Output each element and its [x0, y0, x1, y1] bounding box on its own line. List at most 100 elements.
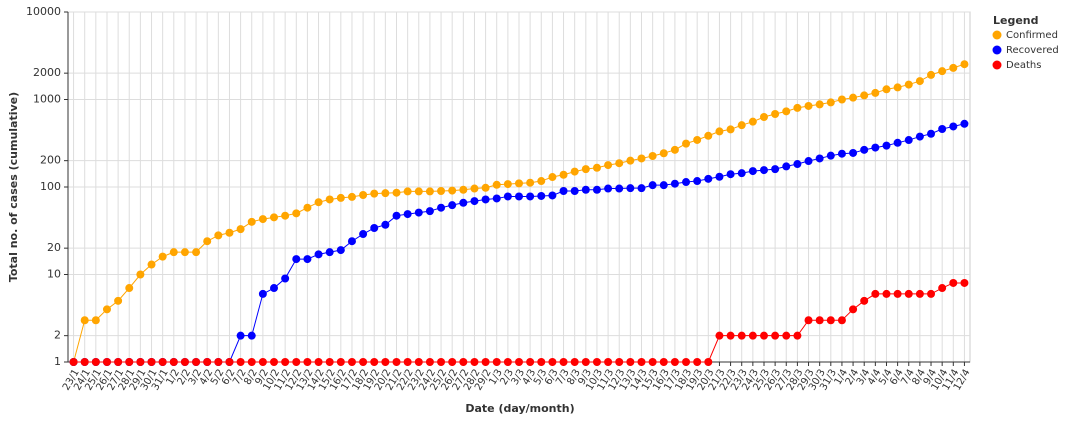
data-point	[659, 181, 668, 190]
data-point	[292, 358, 301, 366]
data-point	[637, 358, 646, 366]
data-point	[526, 358, 535, 366]
data-point	[882, 289, 891, 298]
data-point	[559, 187, 568, 196]
legend-marker	[992, 60, 1002, 70]
data-point	[381, 358, 390, 366]
data-point	[837, 149, 846, 158]
data-point	[849, 93, 858, 102]
data-point	[203, 358, 212, 366]
data-point	[737, 331, 746, 340]
data-point	[548, 191, 557, 200]
legend-marker	[992, 30, 1002, 40]
legend-title: Legend	[993, 14, 1039, 27]
data-point	[247, 217, 256, 226]
data-point	[136, 270, 145, 279]
data-point	[102, 305, 111, 314]
data-point	[904, 80, 913, 89]
data-point	[581, 185, 590, 194]
data-point	[771, 109, 780, 118]
y-tick-label: 1000	[33, 93, 61, 106]
legend-label: Deaths	[1006, 60, 1041, 71]
data-point	[425, 187, 434, 196]
data-point	[815, 154, 824, 163]
data-point	[247, 331, 256, 340]
data-point	[693, 177, 702, 186]
data-point	[581, 165, 590, 174]
data-point	[637, 154, 646, 163]
data-point	[559, 358, 568, 366]
data-point	[492, 194, 501, 203]
data-point	[114, 296, 123, 305]
data-point	[236, 331, 245, 340]
data-point	[136, 358, 145, 366]
data-point	[303, 203, 312, 212]
data-point	[726, 125, 735, 134]
data-point	[147, 358, 156, 366]
data-point	[682, 358, 691, 366]
data-point	[192, 358, 201, 366]
data-point	[537, 191, 546, 200]
data-point	[715, 331, 724, 340]
data-point	[370, 358, 379, 366]
data-point	[437, 203, 446, 212]
data-point	[592, 358, 601, 366]
data-point	[938, 125, 947, 134]
data-point	[860, 91, 869, 100]
data-point	[726, 170, 735, 179]
data-point	[80, 316, 89, 325]
data-point	[759, 331, 768, 340]
data-point	[336, 246, 345, 255]
x-axis-title: Date (day/month)	[465, 402, 574, 415]
data-point	[759, 112, 768, 121]
data-point	[715, 127, 724, 136]
data-point	[347, 358, 356, 366]
data-point	[370, 189, 379, 198]
data-point	[515, 192, 523, 201]
data-point	[403, 210, 412, 219]
data-point	[559, 170, 568, 179]
data-point	[303, 358, 312, 366]
data-point	[448, 201, 457, 210]
data-point	[281, 358, 290, 366]
data-point	[425, 207, 434, 216]
legend-label: Recovered	[1006, 45, 1059, 56]
data-point	[748, 167, 757, 176]
data-point	[114, 358, 123, 366]
data-point	[403, 187, 412, 196]
data-point	[759, 166, 768, 175]
data-point	[938, 284, 947, 293]
data-point	[882, 85, 891, 94]
data-point	[670, 358, 679, 366]
data-point	[860, 145, 869, 154]
data-point	[570, 167, 579, 176]
data-point	[626, 156, 635, 165]
data-point	[492, 180, 501, 189]
data-point	[826, 316, 835, 325]
data-point	[192, 248, 201, 257]
data-point	[526, 192, 535, 201]
data-point	[281, 211, 290, 220]
data-point	[604, 161, 613, 170]
y-tick-label: 100	[40, 180, 61, 193]
data-point	[615, 159, 624, 168]
data-point	[771, 331, 780, 340]
data-point	[893, 83, 902, 92]
data-point	[270, 358, 279, 366]
data-point	[347, 237, 356, 246]
data-point	[470, 197, 479, 206]
data-point	[804, 157, 813, 166]
data-point	[526, 178, 535, 187]
data-point	[815, 100, 824, 109]
data-point	[448, 358, 457, 366]
data-point	[581, 358, 590, 366]
data-point	[860, 296, 869, 305]
data-point	[693, 358, 702, 366]
data-point	[626, 184, 635, 193]
data-point	[748, 331, 757, 340]
data-point	[158, 358, 167, 366]
data-point	[314, 358, 323, 366]
y-tick-label: 1	[54, 355, 61, 368]
data-point	[414, 358, 423, 366]
data-point	[392, 211, 401, 220]
